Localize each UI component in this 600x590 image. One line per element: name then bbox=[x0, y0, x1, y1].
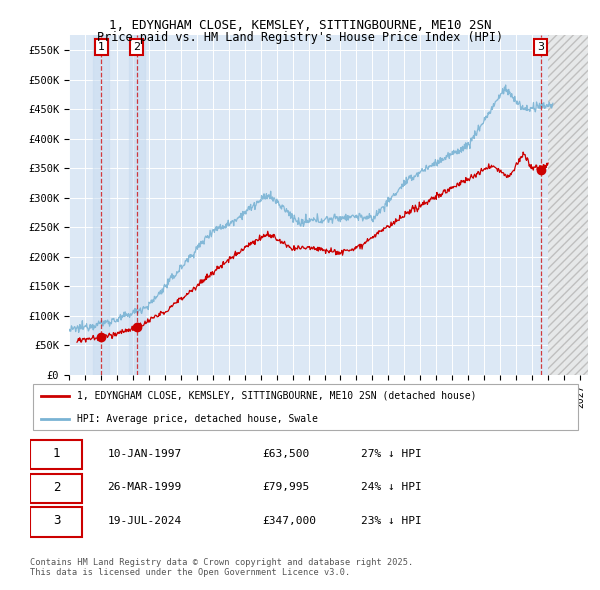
Text: £79,995: £79,995 bbox=[262, 483, 309, 492]
FancyBboxPatch shape bbox=[30, 507, 82, 537]
Text: Contains HM Land Registry data © Crown copyright and database right 2025.
This d: Contains HM Land Registry data © Crown c… bbox=[30, 558, 413, 577]
Text: 1: 1 bbox=[53, 447, 60, 460]
Text: 1, EDYNGHAM CLOSE, KEMSLEY, SITTINGBOURNE, ME10 2SN: 1, EDYNGHAM CLOSE, KEMSLEY, SITTINGBOURN… bbox=[109, 19, 491, 32]
Text: £347,000: £347,000 bbox=[262, 516, 316, 526]
Text: 19-JUL-2024: 19-JUL-2024 bbox=[107, 516, 182, 526]
Text: 23% ↓ HPI: 23% ↓ HPI bbox=[361, 516, 422, 526]
Bar bbox=[128, 35, 145, 375]
Text: 26-MAR-1999: 26-MAR-1999 bbox=[107, 483, 182, 492]
FancyBboxPatch shape bbox=[30, 440, 82, 470]
Text: Price paid vs. HM Land Registry's House Price Index (HPI): Price paid vs. HM Land Registry's House … bbox=[97, 31, 503, 44]
Text: 2: 2 bbox=[133, 42, 140, 53]
Text: 3: 3 bbox=[53, 514, 60, 527]
Bar bbox=[94, 35, 109, 375]
Bar bbox=[548, 35, 588, 375]
Text: HPI: Average price, detached house, Swale: HPI: Average price, detached house, Swal… bbox=[77, 414, 318, 424]
Text: 3: 3 bbox=[537, 42, 544, 53]
Text: 24% ↓ HPI: 24% ↓ HPI bbox=[361, 483, 422, 492]
FancyBboxPatch shape bbox=[30, 474, 82, 503]
Text: 1, EDYNGHAM CLOSE, KEMSLEY, SITTINGBOURNE, ME10 2SN (detached house): 1, EDYNGHAM CLOSE, KEMSLEY, SITTINGBOURN… bbox=[77, 391, 476, 401]
Bar bbox=[548, 35, 588, 375]
Text: 10-JAN-1997: 10-JAN-1997 bbox=[107, 449, 182, 459]
Text: 27% ↓ HPI: 27% ↓ HPI bbox=[361, 449, 422, 459]
Text: 2: 2 bbox=[53, 481, 60, 494]
Text: £63,500: £63,500 bbox=[262, 449, 309, 459]
Text: 1: 1 bbox=[98, 42, 105, 53]
FancyBboxPatch shape bbox=[33, 384, 578, 430]
